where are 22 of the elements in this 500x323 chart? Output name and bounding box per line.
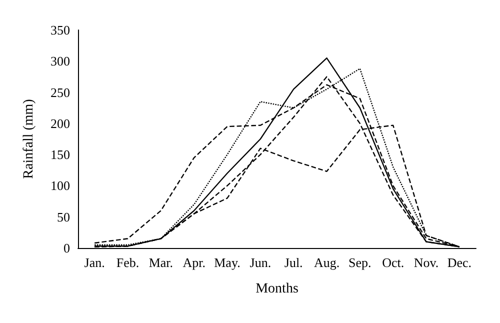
y-tick-label: 100 — [50, 178, 70, 194]
x-tick-label: Apr. — [182, 255, 206, 270]
x-tick-label: Dec. — [447, 255, 472, 270]
x-axis-title: Months — [256, 282, 298, 296]
x-tick-label: Aug. — [314, 255, 340, 270]
x-tick-label: Mar. — [148, 255, 174, 270]
y-tick-label: 0 — [64, 240, 70, 256]
x-tick-label: Jan. — [84, 255, 105, 270]
y-tick-label: 150 — [50, 147, 70, 162]
y-tick-label: 200 — [50, 116, 70, 131]
y-tick-label: 350 — [50, 22, 70, 38]
x-tick-label: Sep. — [348, 255, 372, 270]
x-tick-label: Jun. — [250, 255, 272, 270]
x-tick-label: May. — [214, 255, 240, 270]
x-tick-label: Feb. — [116, 255, 140, 270]
y-tick-label: 50 — [57, 209, 70, 224]
x-tick-label: Oct. — [382, 255, 404, 270]
x-tick-label: Nov. — [414, 255, 439, 270]
y-tick-label: 250 — [50, 84, 70, 100]
x-tick-label: Jul. — [284, 255, 303, 270]
y-tick-label: 300 — [50, 54, 70, 69]
y-axis-title: Rainfall (mm) — [22, 98, 36, 179]
